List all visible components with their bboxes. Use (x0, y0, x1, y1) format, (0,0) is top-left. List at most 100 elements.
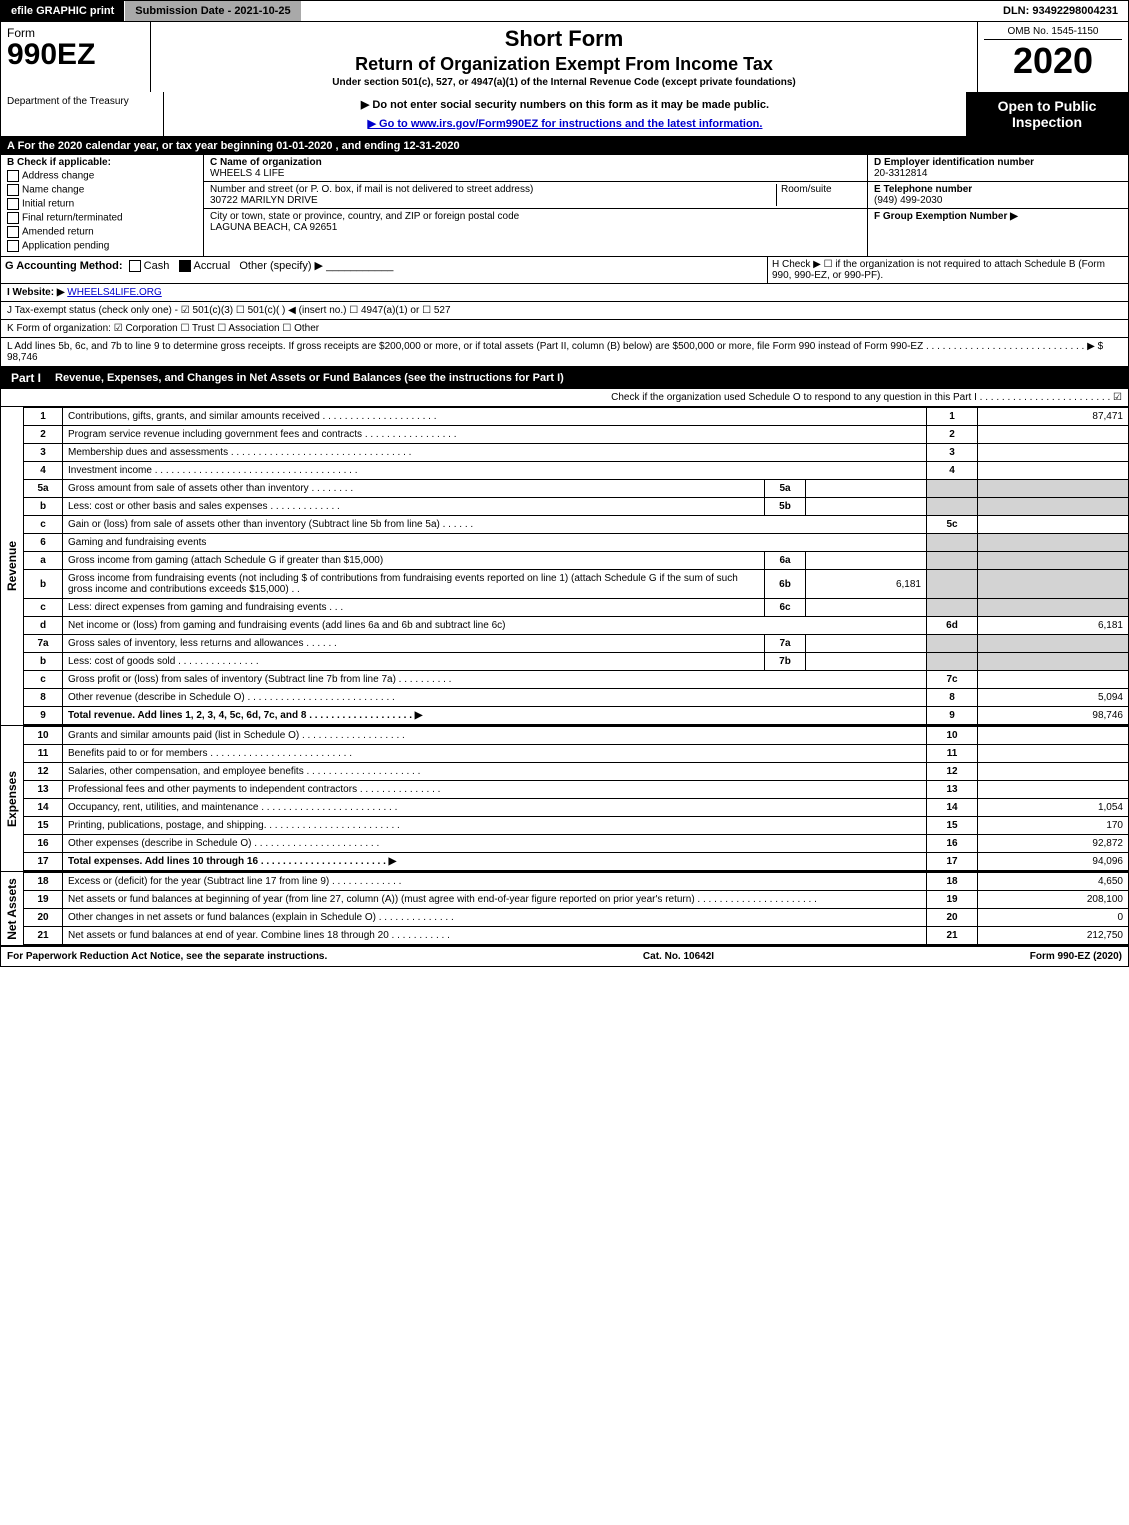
line-description: Other expenses (describe in Schedule O) … (63, 835, 927, 853)
line-h-schedule-b: H Check ▶ ☐ if the organization is not r… (768, 257, 1128, 283)
dept-label: Department of the Treasury (7, 96, 157, 107)
line-number: 3 (24, 444, 63, 462)
line-number: 18 (24, 873, 63, 891)
line-number: 16 (24, 835, 63, 853)
line-num-col: 9 (927, 707, 978, 725)
website-link[interactable]: WHEELS4LIFE.ORG (67, 287, 161, 298)
website-label: I Website: ▶ (7, 287, 65, 298)
phone-label: E Telephone number (874, 184, 1122, 195)
line-amount (978, 635, 1129, 653)
line-amount: 4,650 (978, 873, 1129, 891)
line-amount: 0 (978, 909, 1129, 927)
efile-print-button[interactable]: efile GRAPHIC print (1, 1, 125, 21)
sub-line-number: 5a (765, 480, 806, 498)
expenses-section: Expenses 10Grants and similar amounts pa… (1, 726, 1128, 872)
line-amount: 212,750 (978, 927, 1129, 945)
sub-line-number: 6b (765, 570, 806, 599)
table-row: 5aGross amount from sale of assets other… (24, 480, 1128, 498)
table-row: 7aGross sales of inventory, less returns… (24, 635, 1128, 653)
table-row: 20Other changes in net assets or fund ba… (24, 909, 1128, 927)
part-i-check-row: Check if the organization used Schedule … (1, 389, 1128, 407)
line-description: Gross sales of inventory, less returns a… (63, 635, 765, 653)
g-accrual-label: Accrual (194, 260, 231, 272)
line-num-col (927, 534, 978, 552)
topbar-spacer (302, 1, 993, 21)
line-num-col: 13 (927, 781, 978, 799)
g-cash-checkbox[interactable] (129, 260, 141, 272)
line-description: Excess or (deficit) for the year (Subtra… (63, 873, 927, 891)
sub-line-value (806, 480, 927, 498)
notice-links-cell: ▶ Do not enter social security numbers o… (164, 92, 966, 136)
line-description: Membership dues and assessments . . . . … (63, 444, 927, 462)
box-b-option[interactable]: Name change (7, 184, 197, 196)
line-l-text: L Add lines 5b, 6c, and 7b to line 9 to … (7, 341, 1103, 352)
box-b-option[interactable]: Final return/terminated (7, 212, 197, 224)
line-description: Gross profit or (loss) from sales of inv… (63, 671, 927, 689)
part-i-header: Part I Revenue, Expenses, and Changes in… (1, 367, 1128, 389)
line-num-col (927, 480, 978, 498)
line-description: Gain or (loss) from sale of assets other… (63, 516, 927, 534)
public-notice-row: Department of the Treasury ▶ Do not ente… (1, 92, 1128, 137)
line-amount: 1,054 (978, 799, 1129, 817)
box-b-option[interactable]: Amended return (7, 226, 197, 238)
return-title: Return of Organization Exempt From Incom… (157, 54, 971, 75)
line-amount: 208,100 (978, 891, 1129, 909)
line-amount: 5,094 (978, 689, 1129, 707)
sub-line-value (806, 552, 927, 570)
line-number: 21 (24, 927, 63, 945)
line-description: Less: cost or other basis and sales expe… (63, 498, 765, 516)
table-row: 3Membership dues and assessments . . . .… (24, 444, 1128, 462)
line-description: Less: direct expenses from gaming and fu… (63, 599, 765, 617)
line-description: Salaries, other compensation, and employ… (63, 763, 927, 781)
line-number: 2 (24, 426, 63, 444)
line-amount (978, 671, 1129, 689)
table-row: 16Other expenses (describe in Schedule O… (24, 835, 1128, 853)
line-description: Gaming and fundraising events (63, 534, 927, 552)
line-number: 14 (24, 799, 63, 817)
line-number: b (24, 653, 63, 671)
line-amount: 87,471 (978, 408, 1129, 426)
open-public-cell: Open to Public Inspection (966, 92, 1128, 136)
line-amount: 94,096 (978, 853, 1129, 871)
line-number: 9 (24, 707, 63, 725)
line-description: Total revenue. Add lines 1, 2, 3, 4, 5c,… (63, 707, 927, 725)
g-accrual-checkbox[interactable] (179, 260, 191, 272)
net-side-text: Net Assets (5, 878, 19, 940)
org-street: 30722 MARILYN DRIVE (210, 195, 776, 206)
footer-form-name: Form 990-EZ (2020) (1030, 951, 1122, 962)
net-assets-table: 18Excess or (deficit) for the year (Subt… (24, 872, 1128, 945)
table-row: bLess: cost of goods sold . . . . . . . … (24, 653, 1128, 671)
line-number: 5a (24, 480, 63, 498)
irs-form-link[interactable]: ▶ Go to www.irs.gov/Form990EZ for instru… (368, 118, 763, 130)
line-description: Other revenue (describe in Schedule O) .… (63, 689, 927, 707)
top-actions-bar: efile GRAPHIC print Submission Date - 20… (1, 1, 1128, 22)
line-number: d (24, 617, 63, 635)
expenses-side-label: Expenses (1, 726, 24, 871)
phone-value: (949) 499-2030 (874, 195, 1122, 206)
line-num-col (927, 653, 978, 671)
box-b-option[interactable]: Address change (7, 170, 197, 182)
table-row: 2Program service revenue including gover… (24, 426, 1128, 444)
line-num-col: 15 (927, 817, 978, 835)
table-row: 17Total expenses. Add lines 10 through 1… (24, 853, 1128, 871)
line-description: Net assets or fund balances at beginning… (63, 891, 927, 909)
table-row: 14Occupancy, rent, utilities, and mainte… (24, 799, 1128, 817)
line-num-col: 21 (927, 927, 978, 945)
g-h-row: G Accounting Method: Cash Accrual Other … (1, 257, 1128, 284)
line-amount (978, 498, 1129, 516)
line-description: Benefits paid to or for members . . . . … (63, 745, 927, 763)
form-number: 990EZ (7, 40, 144, 70)
line-num-col (927, 498, 978, 516)
omb-year-cell: OMB No. 1545-1150 2020 (978, 22, 1128, 92)
box-b-option[interactable]: Application pending (7, 240, 197, 252)
expenses-side-text: Expenses (5, 770, 19, 826)
line-amount: 98,746 (978, 707, 1129, 725)
line-number: 11 (24, 745, 63, 763)
box-b-option[interactable]: Initial return (7, 198, 197, 210)
line-k-org-form: K Form of organization: ☑ Corporation ☐ … (1, 320, 1128, 338)
net-side-label: Net Assets (1, 872, 24, 945)
line-number: 13 (24, 781, 63, 799)
sub-line-value (806, 653, 927, 671)
sub-line-number: 7b (765, 653, 806, 671)
line-num-col (927, 552, 978, 570)
